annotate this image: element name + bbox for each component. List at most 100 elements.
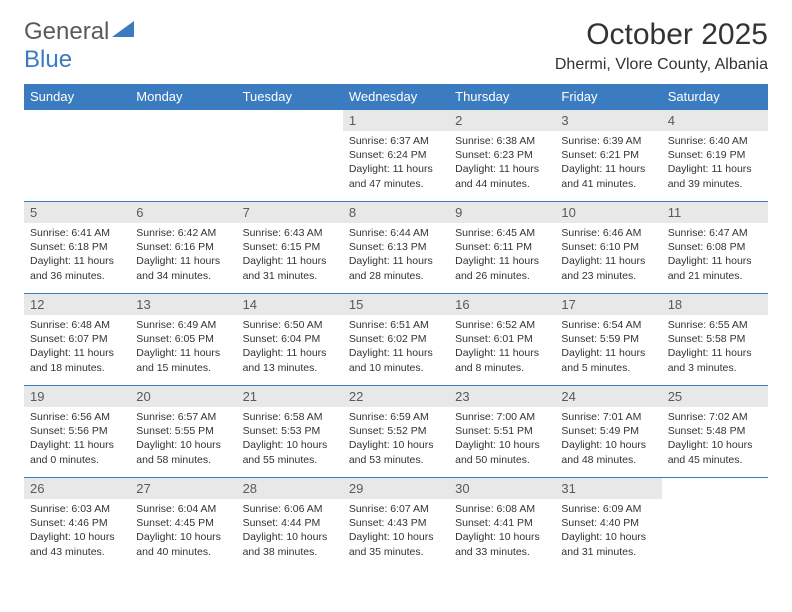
- month-title: October 2025: [555, 18, 768, 52]
- day-number: 17: [555, 294, 661, 315]
- calendar-day-cell: 25Sunrise: 7:02 AMSunset: 5:48 PMDayligh…: [662, 386, 768, 478]
- day-number: 3: [555, 110, 661, 131]
- calendar-day-cell: 21Sunrise: 6:58 AMSunset: 5:53 PMDayligh…: [237, 386, 343, 478]
- calendar-day-cell: 30Sunrise: 6:08 AMSunset: 4:41 PMDayligh…: [449, 478, 555, 570]
- title-block: October 2025 Dhermi, Vlore County, Alban…: [555, 18, 768, 74]
- day-details: Sunrise: 6:45 AMSunset: 6:11 PMDaylight:…: [449, 223, 555, 288]
- day-number: 31: [555, 478, 661, 499]
- calendar-day-cell: 23Sunrise: 7:00 AMSunset: 5:51 PMDayligh…: [449, 386, 555, 478]
- day-details: Sunrise: 6:07 AMSunset: 4:43 PMDaylight:…: [343, 499, 449, 564]
- day-details: Sunrise: 6:52 AMSunset: 6:01 PMDaylight:…: [449, 315, 555, 380]
- day-number: 16: [449, 294, 555, 315]
- day-number: 22: [343, 386, 449, 407]
- day-details: Sunrise: 6:57 AMSunset: 5:55 PMDaylight:…: [130, 407, 236, 472]
- calendar-day-cell: 7Sunrise: 6:43 AMSunset: 6:15 PMDaylight…: [237, 202, 343, 294]
- day-details: Sunrise: 6:59 AMSunset: 5:52 PMDaylight:…: [343, 407, 449, 472]
- logo-text-2: Blue: [24, 46, 72, 74]
- weekday-header: Saturday: [662, 84, 768, 110]
- day-number: 21: [237, 386, 343, 407]
- day-number: 10: [555, 202, 661, 223]
- day-details: Sunrise: 6:37 AMSunset: 6:24 PMDaylight:…: [343, 131, 449, 196]
- day-details: Sunrise: 6:50 AMSunset: 6:04 PMDaylight:…: [237, 315, 343, 380]
- day-details: Sunrise: 6:58 AMSunset: 5:53 PMDaylight:…: [237, 407, 343, 472]
- calendar-day-cell: 3Sunrise: 6:39 AMSunset: 6:21 PMDaylight…: [555, 110, 661, 202]
- day-number: 23: [449, 386, 555, 407]
- day-number: 29: [343, 478, 449, 499]
- calendar-day-cell: ..: [24, 110, 130, 202]
- calendar-day-cell: 13Sunrise: 6:49 AMSunset: 6:05 PMDayligh…: [130, 294, 236, 386]
- day-details: Sunrise: 6:03 AMSunset: 4:46 PMDaylight:…: [24, 499, 130, 564]
- day-details: Sunrise: 6:44 AMSunset: 6:13 PMDaylight:…: [343, 223, 449, 288]
- calendar-day-cell: ..: [130, 110, 236, 202]
- calendar-day-cell: 24Sunrise: 7:01 AMSunset: 5:49 PMDayligh…: [555, 386, 661, 478]
- weekday-header: Monday: [130, 84, 236, 110]
- calendar-day-cell: 17Sunrise: 6:54 AMSunset: 5:59 PMDayligh…: [555, 294, 661, 386]
- day-details: Sunrise: 6:55 AMSunset: 5:58 PMDaylight:…: [662, 315, 768, 380]
- calendar-day-cell: 27Sunrise: 6:04 AMSunset: 4:45 PMDayligh…: [130, 478, 236, 570]
- calendar-day-cell: ..: [237, 110, 343, 202]
- calendar-body: ......1Sunrise: 6:37 AMSunset: 6:24 PMDa…: [24, 110, 768, 570]
- day-number: 28: [237, 478, 343, 499]
- day-number: 14: [237, 294, 343, 315]
- day-number: 5: [24, 202, 130, 223]
- day-number: 12: [24, 294, 130, 315]
- calendar-week-row: 26Sunrise: 6:03 AMSunset: 4:46 PMDayligh…: [24, 478, 768, 570]
- day-number: 4: [662, 110, 768, 131]
- calendar-day-cell: 5Sunrise: 6:41 AMSunset: 6:18 PMDaylight…: [24, 202, 130, 294]
- calendar-day-cell: 4Sunrise: 6:40 AMSunset: 6:19 PMDaylight…: [662, 110, 768, 202]
- calendar-week-row: 5Sunrise: 6:41 AMSunset: 6:18 PMDaylight…: [24, 202, 768, 294]
- day-details: Sunrise: 6:41 AMSunset: 6:18 PMDaylight:…: [24, 223, 130, 288]
- calendar-day-cell: 22Sunrise: 6:59 AMSunset: 5:52 PMDayligh…: [343, 386, 449, 478]
- calendar-day-cell: 28Sunrise: 6:06 AMSunset: 4:44 PMDayligh…: [237, 478, 343, 570]
- day-details: Sunrise: 6:46 AMSunset: 6:10 PMDaylight:…: [555, 223, 661, 288]
- day-number: 9: [449, 202, 555, 223]
- day-details: Sunrise: 7:02 AMSunset: 5:48 PMDaylight:…: [662, 407, 768, 472]
- day-number: 18: [662, 294, 768, 315]
- day-number: 15: [343, 294, 449, 315]
- calendar-day-cell: 9Sunrise: 6:45 AMSunset: 6:11 PMDaylight…: [449, 202, 555, 294]
- day-details: Sunrise: 6:51 AMSunset: 6:02 PMDaylight:…: [343, 315, 449, 380]
- weekday-header: Tuesday: [237, 84, 343, 110]
- calendar-table: SundayMondayTuesdayWednesdayThursdayFrid…: [24, 84, 768, 570]
- day-number: 27: [130, 478, 236, 499]
- day-number: 26: [24, 478, 130, 499]
- day-details: Sunrise: 6:48 AMSunset: 6:07 PMDaylight:…: [24, 315, 130, 380]
- day-number: 11: [662, 202, 768, 223]
- day-details: Sunrise: 6:56 AMSunset: 5:56 PMDaylight:…: [24, 407, 130, 472]
- day-number: 2: [449, 110, 555, 131]
- calendar-day-cell: 8Sunrise: 6:44 AMSunset: 6:13 PMDaylight…: [343, 202, 449, 294]
- calendar-day-cell: 6Sunrise: 6:42 AMSunset: 6:16 PMDaylight…: [130, 202, 236, 294]
- calendar-day-cell: 15Sunrise: 6:51 AMSunset: 6:02 PMDayligh…: [343, 294, 449, 386]
- day-details: Sunrise: 6:06 AMSunset: 4:44 PMDaylight:…: [237, 499, 343, 564]
- day-number: 24: [555, 386, 661, 407]
- day-number: 30: [449, 478, 555, 499]
- calendar-week-row: 12Sunrise: 6:48 AMSunset: 6:07 PMDayligh…: [24, 294, 768, 386]
- day-number: 1: [343, 110, 449, 131]
- day-details: Sunrise: 6:54 AMSunset: 5:59 PMDaylight:…: [555, 315, 661, 380]
- weekday-header: Thursday: [449, 84, 555, 110]
- calendar-day-cell: 18Sunrise: 6:55 AMSunset: 5:58 PMDayligh…: [662, 294, 768, 386]
- header: General October 2025 Dhermi, Vlore Count…: [24, 18, 768, 74]
- day-details: Sunrise: 6:40 AMSunset: 6:19 PMDaylight:…: [662, 131, 768, 196]
- day-number: 25: [662, 386, 768, 407]
- day-details: Sunrise: 6:38 AMSunset: 6:23 PMDaylight:…: [449, 131, 555, 196]
- calendar-day-cell: 20Sunrise: 6:57 AMSunset: 5:55 PMDayligh…: [130, 386, 236, 478]
- location: Dhermi, Vlore County, Albania: [555, 56, 768, 74]
- calendar-week-row: ......1Sunrise: 6:37 AMSunset: 6:24 PMDa…: [24, 110, 768, 202]
- day-details: Sunrise: 6:04 AMSunset: 4:45 PMDaylight:…: [130, 499, 236, 564]
- calendar-header-row: SundayMondayTuesdayWednesdayThursdayFrid…: [24, 84, 768, 110]
- calendar-day-cell: 31Sunrise: 6:09 AMSunset: 4:40 PMDayligh…: [555, 478, 661, 570]
- day-details: Sunrise: 6:49 AMSunset: 6:05 PMDaylight:…: [130, 315, 236, 380]
- calendar-day-cell: 10Sunrise: 6:46 AMSunset: 6:10 PMDayligh…: [555, 202, 661, 294]
- calendar-day-cell: ..: [662, 478, 768, 570]
- day-details: Sunrise: 6:42 AMSunset: 6:16 PMDaylight:…: [130, 223, 236, 288]
- calendar-day-cell: 1Sunrise: 6:37 AMSunset: 6:24 PMDaylight…: [343, 110, 449, 202]
- day-details: Sunrise: 7:00 AMSunset: 5:51 PMDaylight:…: [449, 407, 555, 472]
- day-number: 19: [24, 386, 130, 407]
- weekday-header: Sunday: [24, 84, 130, 110]
- day-number: 13: [130, 294, 236, 315]
- day-number: 6: [130, 202, 236, 223]
- calendar-day-cell: 2Sunrise: 6:38 AMSunset: 6:23 PMDaylight…: [449, 110, 555, 202]
- day-details: Sunrise: 6:39 AMSunset: 6:21 PMDaylight:…: [555, 131, 661, 196]
- calendar-day-cell: 19Sunrise: 6:56 AMSunset: 5:56 PMDayligh…: [24, 386, 130, 478]
